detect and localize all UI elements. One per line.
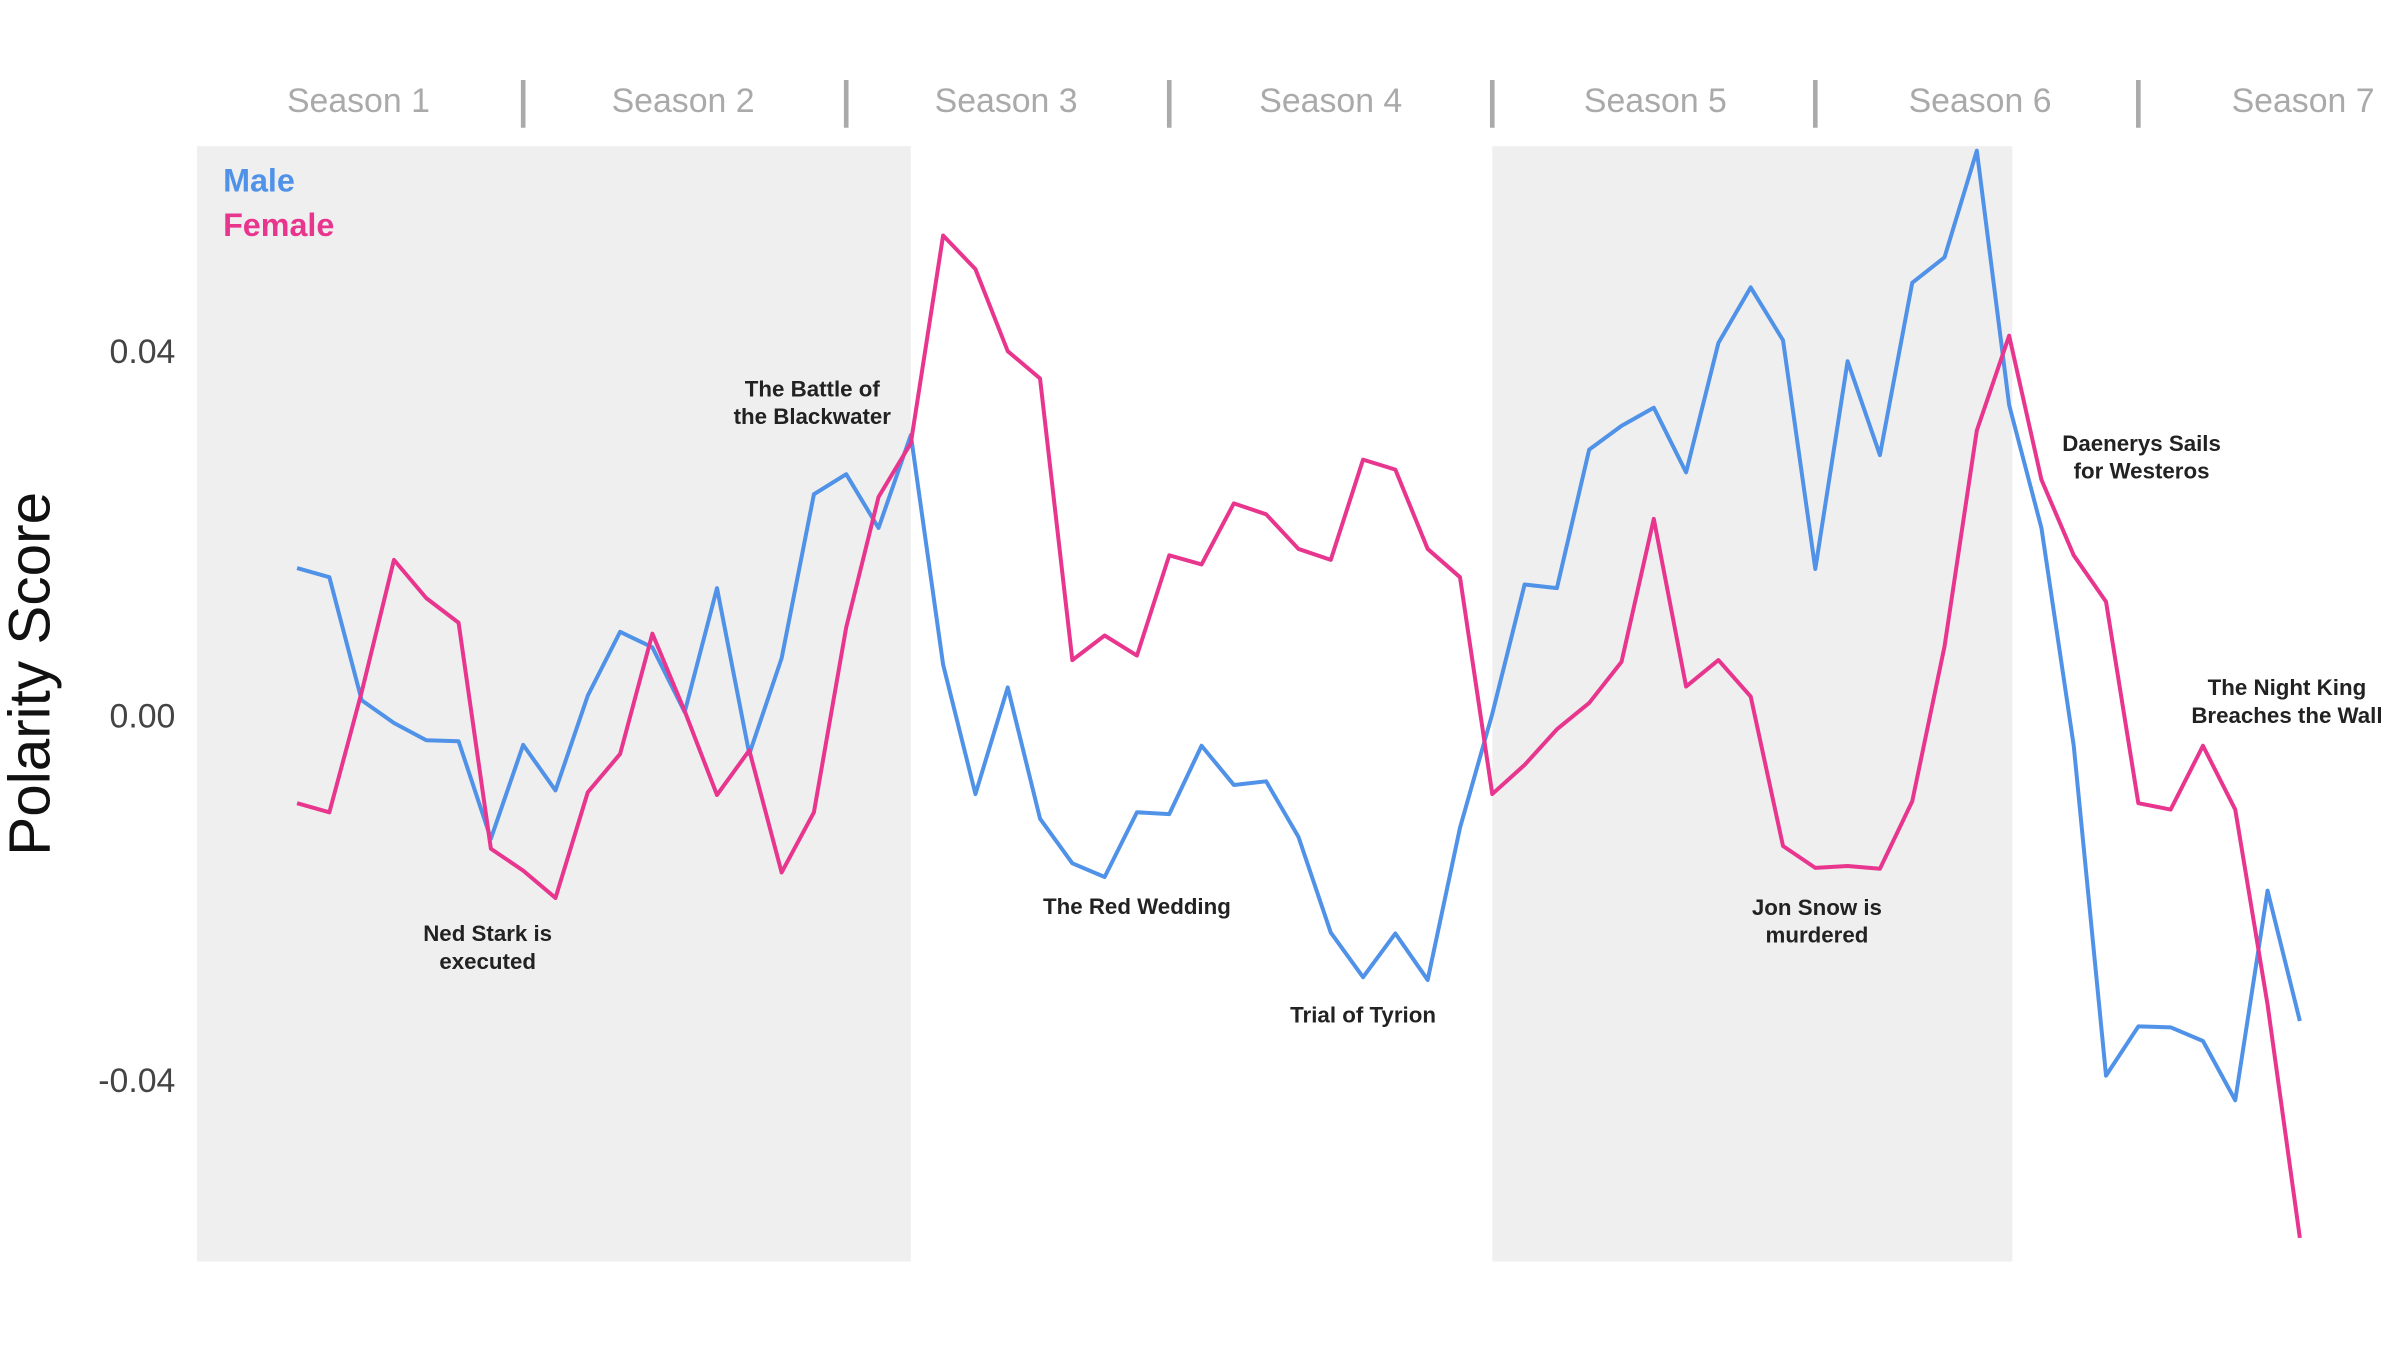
annotation: Jon Snow is xyxy=(1752,895,1882,920)
annotation: executed xyxy=(439,949,536,974)
annotation: The Night King xyxy=(2208,675,2367,700)
season-label: Season 4 xyxy=(1259,82,1402,120)
annotation: The Red Wedding xyxy=(1043,894,1231,919)
annotation: Breaches the Wall xyxy=(2191,703,2382,728)
annotation: Daenerys Sails xyxy=(2062,431,2221,456)
y-tick-label: -0.04 xyxy=(98,1062,175,1100)
season-label: Season 5 xyxy=(1584,82,1727,120)
season-label: Season 3 xyxy=(935,82,1078,120)
season-label: Season 7 xyxy=(2232,82,2375,120)
annotation: the Blackwater xyxy=(734,404,892,429)
legend-entry: Female xyxy=(223,207,334,243)
season-label: Season 1 xyxy=(287,82,430,120)
shaded-band xyxy=(196,146,911,1262)
series-line xyxy=(296,148,2302,1103)
season-label: Season 6 xyxy=(1909,82,2052,120)
annotation: for Westeros xyxy=(2074,459,2210,484)
annotation: Ned Stark is xyxy=(423,921,552,946)
y-tick-label: 0.00 xyxy=(110,697,176,735)
series-line xyxy=(296,233,2302,1239)
legend-entry: Male xyxy=(223,163,295,199)
y-axis-label: Polarity Score xyxy=(0,492,62,856)
y-tick-label: 0.04 xyxy=(110,333,176,371)
annotation: murdered xyxy=(1766,922,1869,947)
annotation: Trial of Tyrion xyxy=(1290,1002,1436,1027)
season-label: Season 2 xyxy=(612,82,755,120)
annotation: The Battle of xyxy=(745,376,881,401)
